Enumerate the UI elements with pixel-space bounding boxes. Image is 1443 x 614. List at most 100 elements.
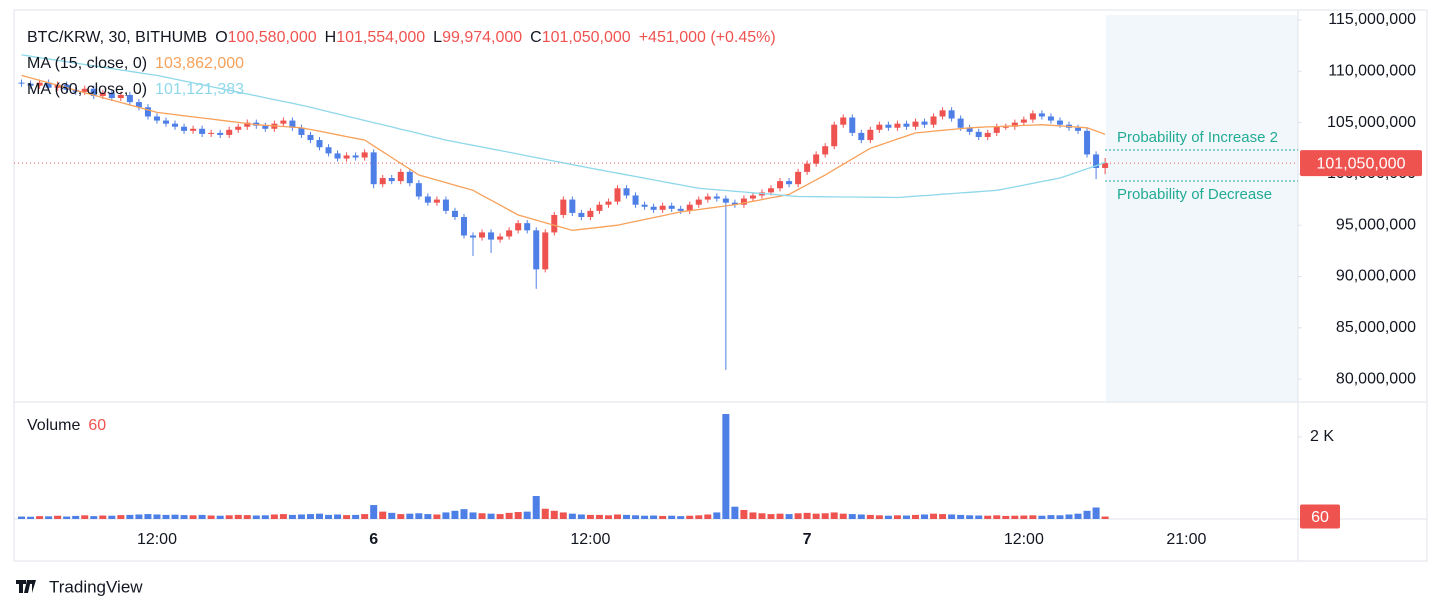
volume-bar [433, 514, 441, 519]
candle-body [27, 83, 34, 86]
ohlc-value: 101,050,000 [542, 29, 631, 46]
volume-legend: Volume 60 [27, 417, 106, 434]
volume-bar [993, 515, 1001, 519]
candle-body [876, 124, 883, 130]
volume-bar [749, 512, 757, 519]
volume-bar [848, 514, 856, 519]
volume-bar [604, 515, 612, 519]
volume-bar [424, 514, 432, 519]
candle-body [813, 154, 820, 164]
volume-bar [930, 513, 938, 519]
y-tick-label: 115,000,000 [1328, 11, 1416, 28]
price-tag [1300, 150, 1422, 177]
volume-bar [63, 516, 71, 519]
x-tick-label: 12:00 [570, 531, 610, 548]
volume-bar [117, 515, 125, 519]
ohlc-key: C [530, 29, 542, 46]
volume-bar [650, 515, 658, 519]
volume-bar [1074, 513, 1082, 519]
candle-body [731, 202, 738, 205]
candle-body [36, 82, 43, 86]
candle-body [903, 123, 910, 127]
x-tick-label: 7 [803, 531, 812, 548]
candle-body [867, 129, 874, 141]
candle-body [786, 181, 793, 185]
symbol-legend: BTC/KRW, 30, BITHUMB O100,580,000 H101,554… [27, 29, 776, 46]
annotation: Probability of Decrease [1117, 186, 1272, 203]
candle-body [596, 204, 603, 211]
volume-bar [821, 513, 829, 519]
candle-body [81, 88, 88, 92]
volume-bar [1038, 515, 1046, 519]
volume-bar [1065, 514, 1073, 519]
volume-bar [740, 509, 748, 519]
x-tick-label: 12:00 [1004, 531, 1044, 548]
volume-bar [1002, 515, 1010, 519]
volume-bar [334, 514, 342, 519]
volume-bar [216, 515, 224, 519]
candle-body [650, 206, 657, 210]
legend: BTC/KRW, 30, BITHUMB O100,580,000 H101,554… [27, 29, 776, 434]
candle-body [280, 120, 287, 124]
volume-bar [586, 514, 594, 519]
candle-body [695, 199, 702, 205]
candle-body [524, 223, 531, 231]
volume-bar [370, 505, 378, 519]
volume-value: 60 [88, 417, 106, 434]
candle-body [993, 126, 1000, 133]
volume-bar [839, 513, 847, 519]
volume-bar [478, 513, 486, 519]
ohlc-value: 99,974,000 [442, 29, 522, 46]
volume-bar [288, 514, 296, 519]
candle-body [99, 92, 106, 96]
volume-bar [957, 514, 965, 519]
candle-body [804, 163, 811, 172]
candle-body [1002, 126, 1009, 128]
volume-bar [722, 414, 730, 519]
candle-body [442, 199, 449, 211]
x-tick-label: 6 [369, 531, 378, 548]
y-tick-label: 110,000,000 [1328, 63, 1416, 80]
y-tick-label: 90,000,000 [1336, 268, 1416, 285]
volume-bar [90, 516, 98, 519]
volume-bar [794, 513, 802, 519]
volume-bar [388, 512, 396, 519]
candle-body [460, 217, 467, 236]
ohlc-key: O [215, 29, 227, 46]
candle-body [343, 155, 350, 159]
volume-bar [613, 514, 621, 519]
candle-body [704, 196, 711, 200]
candle-body [54, 84, 61, 88]
volume-bar [487, 513, 495, 519]
y-tick-label: 85,000,000 [1336, 319, 1416, 336]
volume-bar [948, 514, 956, 519]
volume-bar [243, 515, 251, 519]
ohlc-key: H [325, 29, 337, 46]
candle-body [1029, 113, 1036, 120]
y-tick-label: 95,000,000 [1336, 216, 1416, 233]
candle-body [181, 126, 188, 131]
volume-bar [126, 514, 134, 519]
volume-bar [460, 509, 468, 519]
volume-bar [559, 512, 567, 519]
candle-body [777, 181, 784, 189]
volume-bar [541, 508, 549, 519]
candle-body [397, 171, 404, 182]
change: +451,000 (+0.45%) [639, 29, 776, 46]
volume-bar [162, 514, 170, 519]
candle-body [966, 127, 973, 132]
candle-body [45, 82, 52, 88]
candle-body [316, 140, 323, 148]
candle-body [984, 132, 991, 137]
y-tick-label: 2 K [1310, 428, 1334, 445]
candle-body [415, 183, 422, 197]
candle-body [90, 88, 97, 96]
candle-body [921, 121, 928, 125]
volume-bar [875, 515, 883, 519]
volume-bar [731, 506, 739, 519]
volume-bar [921, 514, 929, 519]
candle-body [108, 92, 115, 99]
future-zone [1105, 15, 1298, 402]
candle-body [1047, 116, 1054, 121]
volume-bar [306, 514, 314, 519]
